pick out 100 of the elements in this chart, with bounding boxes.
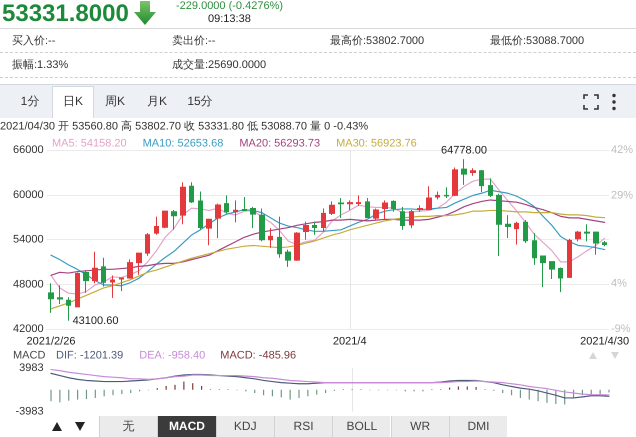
text: 15分	[187, 94, 213, 108]
candlestick	[391, 200, 396, 212]
candlestick	[110, 274, 115, 298]
candlestick	[426, 186, 432, 211]
candlestick	[558, 267, 563, 293]
candlestick	[75, 272, 80, 308]
candlestick	[417, 204, 423, 212]
candlestick	[435, 190, 440, 200]
series-label: DIF: -1201.39	[56, 350, 124, 362]
y-tick-label: -3983	[15, 406, 44, 418]
candlestick	[338, 198, 344, 219]
y2-tick-label: 29%	[610, 190, 634, 202]
text: 月K	[146, 94, 168, 108]
candlestick	[523, 220, 528, 244]
text: 日K	[62, 94, 84, 108]
candlestick	[48, 282, 54, 314]
candlestick	[145, 232, 150, 256]
candlestick	[514, 221, 519, 246]
tab-button: MACD	[157, 416, 216, 437]
candlestick	[602, 240, 607, 247]
candlestick	[373, 208, 379, 220]
text: MACD: -485.96	[220, 350, 296, 362]
chart-title: 2021/04/30 开 53560.80 高 53802.70 收 53331.80 低 53088.70 量 0 -0.43%	[0, 120, 368, 132]
text: 最低价:53088.7000	[490, 35, 584, 47]
text: 09:13:38	[208, 13, 251, 25]
candlestick	[356, 194, 361, 206]
line-series	[50, 368, 610, 396]
candlestick	[452, 167, 458, 197]
candlestick	[206, 218, 212, 246]
legend-title: MACD	[13, 350, 46, 362]
x-tick-label: 2021/2/26	[26, 336, 76, 348]
candlestick	[303, 221, 309, 240]
series-label: DEA: -958.40	[139, 350, 206, 362]
candlestick	[171, 210, 177, 230]
candlestick	[575, 230, 581, 242]
candlestick	[180, 182, 186, 225]
text: 振幅:1.33%	[12, 59, 68, 71]
candlestick	[198, 190, 203, 230]
y-tick-label: 66000	[13, 144, 44, 156]
annotation: 64778.00	[441, 144, 487, 157]
y2-tick-label: 42%	[610, 144, 634, 156]
y-tick-label: 54000	[13, 234, 44, 246]
y2-tick-label: 4%	[610, 277, 628, 290]
text: 成交量:25690.0000	[172, 59, 266, 71]
candlestick	[488, 178, 493, 198]
text: MA5: 54158.20	[52, 138, 127, 150]
candlestick	[461, 158, 467, 186]
candlestick	[532, 232, 537, 266]
candlestick	[294, 232, 300, 262]
candlestick	[365, 198, 370, 219]
text: 53331.8000	[2, 0, 129, 27]
text: 卖出价:--	[172, 35, 216, 47]
candlestick	[496, 193, 502, 257]
text: MA30: 56923.76	[336, 138, 417, 150]
tab-button: RSI	[274, 416, 332, 437]
text: MA20: 56293.73	[239, 138, 320, 150]
x-tick-label: 2021/4/30	[580, 336, 630, 348]
text: 买入价:--	[12, 35, 56, 47]
y-tick-label: 48000	[13, 278, 44, 290]
tab-button: KDJ	[216, 416, 274, 437]
text: 最高价:53802.7000	[330, 35, 424, 47]
candlestick	[347, 200, 353, 211]
candlestick	[242, 196, 247, 212]
candlestick	[312, 221, 317, 236]
candlestick	[584, 224, 590, 242]
y-tick-label: 42000	[13, 323, 44, 335]
candlestick	[549, 261, 555, 280]
candlestick	[101, 257, 106, 287]
line-series	[50, 178, 606, 295]
y2-tick-label: -9%	[610, 323, 631, 335]
candlestick	[479, 169, 484, 193]
tab-button: WR	[390, 416, 449, 437]
candlestick	[567, 238, 572, 278]
tab-button: 无	[99, 416, 158, 437]
text: 1分	[20, 94, 40, 108]
candlestick	[329, 200, 335, 216]
candlestick	[127, 258, 133, 280]
candlestick	[540, 256, 546, 288]
candlestick	[57, 284, 63, 304]
candlestick	[285, 249, 291, 268]
annotation: 43100.60	[72, 314, 118, 327]
text: MA10: 52653.68	[142, 138, 224, 150]
candlestick	[189, 182, 194, 204]
line-series	[50, 190, 606, 286]
candlestick	[268, 228, 273, 248]
candlestick	[470, 168, 476, 176]
tab-button: DMI	[448, 416, 508, 437]
candlestick	[382, 200, 388, 220]
candlestick	[444, 186, 449, 199]
candlestick	[154, 216, 159, 236]
candlestick	[119, 277, 124, 292]
candlestick	[92, 251, 98, 284]
line-series	[50, 199, 606, 276]
candlestick	[277, 216, 282, 258]
x-tick-label: 2021/4	[332, 336, 367, 348]
y-tick-label: 60000	[13, 188, 44, 201]
candlestick	[224, 194, 229, 214]
candlestick	[259, 208, 265, 242]
line-series	[50, 210, 606, 310]
candlestick	[505, 214, 511, 239]
